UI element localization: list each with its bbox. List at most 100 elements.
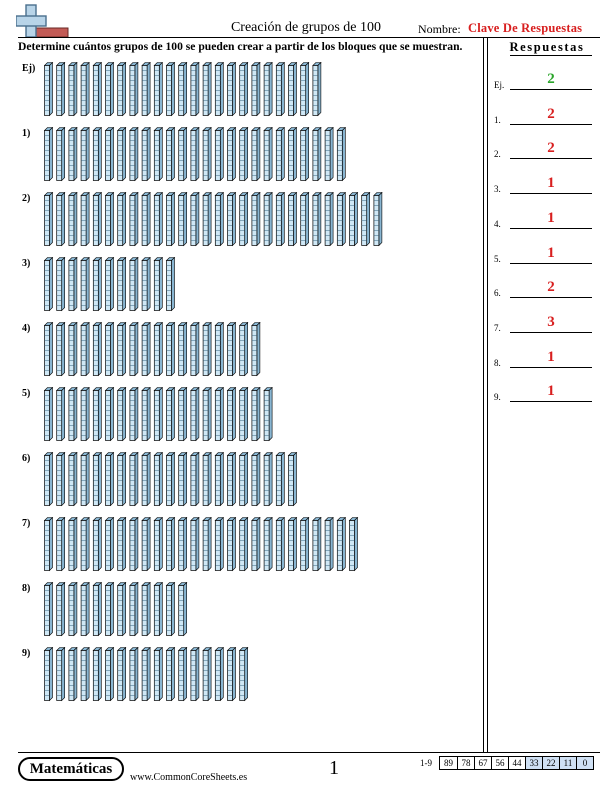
ten-rod [299, 192, 310, 247]
ten-rod [299, 517, 310, 572]
ten-rod-group [44, 582, 188, 637]
ten-rod [141, 582, 151, 637]
ten-rod [214, 517, 225, 572]
ten-rod [165, 192, 176, 247]
ten-rod [44, 62, 54, 117]
ten-rod [153, 322, 164, 377]
ten-rod [263, 387, 273, 442]
ten-rod [68, 322, 78, 377]
ten-rod [55, 647, 66, 702]
ten-rod [165, 62, 176, 117]
ten-rod [68, 517, 78, 572]
ten-rod [92, 647, 103, 702]
ten-rod [190, 647, 200, 702]
ten-rod [129, 62, 139, 117]
ten-rod [177, 452, 188, 507]
ten-rod [165, 647, 176, 702]
score-range-label: 1-9 [420, 758, 432, 768]
answer-line [510, 227, 592, 229]
header-rule [18, 37, 600, 38]
answer-line [510, 123, 592, 125]
ten-rod [80, 322, 90, 377]
answer-value: 1 [547, 348, 555, 365]
ten-rod [116, 257, 127, 312]
ten-rod [238, 517, 249, 572]
ten-rod [129, 322, 139, 377]
ten-rod [141, 257, 151, 312]
ten-rod [92, 387, 103, 442]
ten-rod [360, 192, 371, 247]
answer-row: Ej. 2 [494, 70, 600, 90]
problem-label: 2) [22, 193, 31, 204]
answer-row: 7. 3 [494, 313, 600, 333]
ten-rod [251, 127, 261, 182]
ten-rod [116, 127, 127, 182]
page-number: 1 [329, 757, 339, 779]
panel-divider [487, 37, 488, 752]
ten-rod [68, 452, 78, 507]
ten-rod [116, 62, 127, 117]
answer-line [510, 262, 592, 264]
ten-rod [116, 322, 127, 377]
ten-rod [104, 387, 115, 442]
problem-label: Ej) [22, 63, 36, 74]
ten-rod [202, 452, 212, 507]
name-value: Clave De Respuestas [468, 21, 583, 35]
ten-rod [275, 127, 286, 182]
ten-rod [141, 387, 151, 442]
ten-rod [324, 192, 334, 247]
ten-rod [92, 322, 103, 377]
score-cell: 44 [508, 757, 525, 769]
ten-rod [287, 192, 298, 247]
ten-rod [226, 452, 237, 507]
answer-number: Ej. [494, 80, 505, 90]
ten-rod [129, 387, 139, 442]
answer-number: 4. [494, 218, 501, 229]
ten-rod [312, 192, 322, 247]
answer-line [510, 193, 592, 195]
ten-rod [348, 192, 359, 247]
ten-rod [202, 322, 212, 377]
ten-rod [141, 647, 151, 702]
ten-rod [165, 257, 176, 312]
answer-number: 3. [494, 184, 501, 195]
ten-rod [80, 127, 90, 182]
ten-rod [55, 517, 66, 572]
ten-rod [214, 322, 225, 377]
ten-rod [153, 647, 164, 702]
answer-value: 2 [547, 140, 555, 157]
ten-rod [129, 517, 139, 572]
ten-rod [263, 127, 273, 182]
ten-rod [226, 387, 237, 442]
ten-rod [116, 192, 127, 247]
ten-rod [55, 192, 66, 247]
answer-line [510, 89, 592, 90]
ten-rod [104, 257, 115, 312]
ten-rod [238, 322, 249, 377]
ten-rod [165, 582, 176, 637]
ten-rod [92, 517, 103, 572]
answer-value: 1 [547, 383, 555, 400]
ten-rod [92, 582, 103, 637]
ten-rod [153, 62, 164, 117]
ten-rod [129, 127, 139, 182]
ten-rod [190, 192, 200, 247]
ten-rod [141, 192, 151, 247]
ten-rod [80, 582, 90, 637]
ten-rod [202, 517, 212, 572]
ten-rod [226, 192, 237, 247]
problem-label: 7) [22, 518, 31, 529]
ten-rod [104, 322, 115, 377]
ten-rod [251, 62, 261, 117]
ten-rod-group [44, 452, 298, 507]
ten-rod [104, 127, 115, 182]
ten-rod [68, 257, 78, 312]
problem-label: 4) [22, 323, 31, 334]
ten-rod [116, 452, 127, 507]
ten-rod [238, 647, 249, 702]
ten-rod [104, 452, 115, 507]
ten-rod [287, 127, 298, 182]
ten-rod [287, 452, 298, 507]
ten-rod-group [44, 62, 322, 117]
answer-value: 1 [547, 175, 555, 192]
